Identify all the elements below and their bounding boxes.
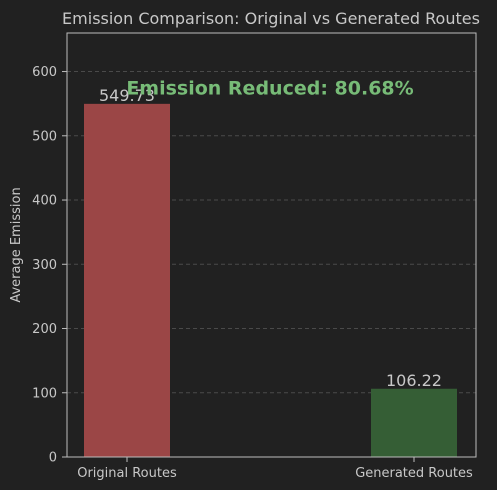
y-axis-label: Average Emission	[9, 187, 24, 302]
bar-original-routes	[84, 103, 170, 457]
labels: 0 100 200 300 400 500 600 549.73 Original Routes…	[32, 65, 473, 481]
axes	[62, 32, 477, 462]
y-tick-label: 0	[49, 451, 57, 466]
bar-value-label: 106.22	[386, 371, 442, 390]
y-tick-label: 300	[32, 258, 57, 273]
emission-reduction-annotation: Emission Reduced: 80.68%	[126, 78, 413, 100]
y-tick-label: 100	[32, 386, 57, 401]
x-tick-label: Original Routes	[77, 466, 177, 481]
plot-frame	[66, 32, 477, 458]
gridlines	[67, 71, 476, 394]
bar-value-label: 549.73	[99, 86, 155, 105]
x-tick-label: Generated Routes	[355, 466, 473, 481]
bars	[84, 103, 457, 457]
y-tick-label: 500	[32, 129, 57, 144]
y-tick-label: 600	[32, 65, 57, 80]
y-tick-label: 400	[32, 194, 57, 209]
y-tick-label: 200	[32, 322, 57, 337]
bar-generated-routes	[371, 388, 457, 457]
chart-title: Emission Comparison: Original vs Generat…	[62, 9, 480, 28]
